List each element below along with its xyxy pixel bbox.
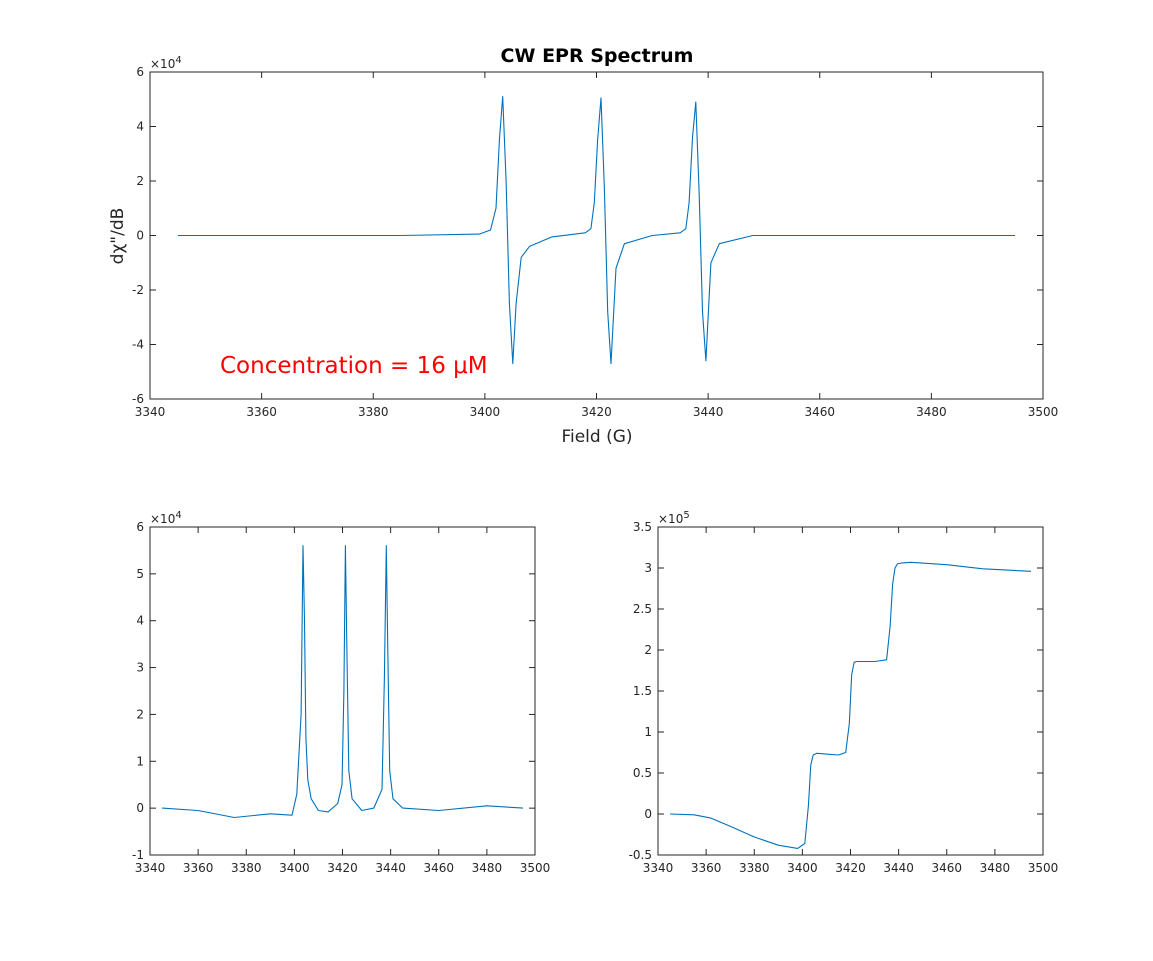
- x-tick-label: 3360: [183, 861, 214, 875]
- absorption-line: [161, 545, 524, 819]
- y-tick-label: 3: [644, 561, 652, 575]
- x-tick-label: 3480: [472, 861, 503, 875]
- y-tick-label: -2: [132, 283, 144, 297]
- chart-title: CW EPR Spectrum: [501, 45, 694, 67]
- x-tick-label: 3380: [739, 861, 770, 875]
- y-tick-label: 4: [136, 120, 144, 134]
- y-tick-label: 0: [136, 801, 144, 815]
- y-tick-label: 0: [644, 807, 652, 821]
- top-spectrum-line: [177, 95, 1016, 365]
- x-tick-label: 3380: [358, 405, 389, 419]
- y-tick-label: -1: [132, 848, 144, 862]
- bottom-left-ticks: 3340 3360 3380 3400 3420 3440 3460 3480 3500 -1 0 1…: [132, 520, 550, 875]
- x-tick-label: 3460: [931, 861, 962, 875]
- x-tick-label: 3500: [1028, 861, 1059, 875]
- absorption-panel: 3340 3360 3380 3400 3420 3440 3460 3480 3500 -1 0 1…: [132, 510, 550, 875]
- x-tick-label: 3360: [246, 405, 277, 419]
- y-tick-label: 2: [136, 174, 144, 188]
- y-tick-label: 3.5: [633, 520, 652, 534]
- x-tick-label: 3340: [135, 405, 166, 419]
- top-spectrum-panel: CW EPR Spectrum 3340 3360 3380 3400 3420 3440…: [108, 45, 1058, 447]
- x-tick-label: 3460: [423, 861, 454, 875]
- y-tick-label: 1.5: [633, 684, 652, 698]
- y-tick-label: 0.5: [633, 766, 652, 780]
- y-tick-label: 2.5: [633, 602, 652, 616]
- x-tick-label: 3480: [916, 405, 947, 419]
- y-tick-label: 5: [136, 567, 144, 581]
- x-tick-label: 3500: [520, 861, 551, 875]
- y-tick-label: 6: [136, 65, 144, 79]
- x-tick-label: 3480: [980, 861, 1011, 875]
- y-axis-title: dχ"/dB: [108, 208, 128, 265]
- x-tick-label: 3400: [279, 861, 310, 875]
- x-tick-label: 3500: [1028, 405, 1059, 419]
- y-tick-label: -0.5: [629, 848, 652, 862]
- bottom-left-exponent-label: ×104: [150, 510, 182, 526]
- y-tick-label: 1: [644, 725, 652, 739]
- integral-line: [669, 561, 1032, 849]
- top-ticks: 3340 3360 3380 3400 3420 3440 3460 3480 3500 -6 -4…: [132, 65, 1058, 419]
- x-tick-label: 3360: [691, 861, 722, 875]
- x-tick-label: 3440: [693, 405, 724, 419]
- integral-panel: 3340 3360 3380 3400 3420 3440 3460 3480 3500 -0.5…: [629, 510, 1059, 875]
- concentration-annotation: Concentration = 16 μM: [220, 353, 488, 379]
- y-tick-label: 1: [136, 754, 144, 768]
- x-tick-label: 3400: [470, 405, 501, 419]
- x-tick-label: 3340: [643, 861, 674, 875]
- x-tick-label: 3440: [883, 861, 914, 875]
- bottom-right-ticks: 3340 3360 3380 3400 3420 3440 3460 3480 3500 -0.5…: [629, 520, 1059, 875]
- x-tick-label: 3460: [804, 405, 835, 419]
- x-tick-label: 3420: [581, 405, 612, 419]
- y-tick-label: 6: [136, 520, 144, 534]
- y-tick-label: 2: [136, 707, 144, 721]
- x-tick-label: 3440: [375, 861, 406, 875]
- x-tick-label: 3380: [231, 861, 262, 875]
- bottom-left-axes-box: [149, 526, 536, 856]
- x-tick-label: 3400: [787, 861, 818, 875]
- x-axis-title: Field (G): [561, 427, 632, 447]
- y-tick-label: -4: [132, 338, 144, 352]
- x-tick-label: 3420: [835, 861, 866, 875]
- y-tick-label: 3: [136, 661, 144, 675]
- x-tick-label: 3340: [135, 861, 166, 875]
- bottom-right-exponent-label: ×105: [658, 510, 690, 526]
- y-tick-label: 4: [136, 614, 144, 628]
- top-exponent-label: ×104: [150, 55, 182, 71]
- x-tick-label: 3420: [327, 861, 358, 875]
- y-tick-label: -6: [132, 392, 144, 406]
- y-tick-label: 0: [136, 229, 144, 243]
- y-tick-label: 2: [644, 643, 652, 657]
